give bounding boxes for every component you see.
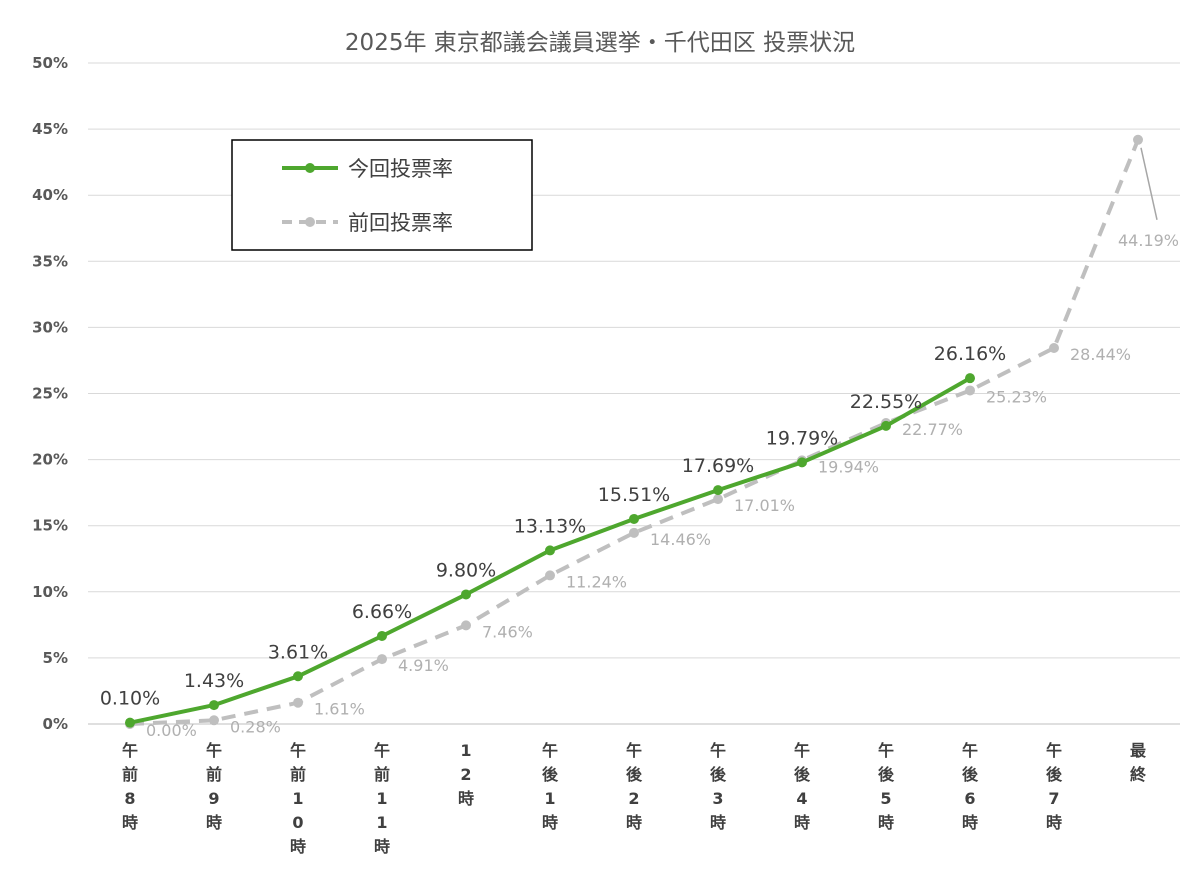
current-turnout-point bbox=[125, 717, 135, 728]
previous-data-label: 22.77% bbox=[902, 420, 963, 439]
previous-data-label: 0.28% bbox=[230, 717, 281, 736]
x-tick-label: 午前 1 1 時 bbox=[374, 741, 390, 856]
x-tick-label: 午後 3 時 bbox=[710, 741, 727, 832]
current-data-label: 3.61% bbox=[268, 641, 328, 663]
previous-data-label: 14.46% bbox=[650, 530, 711, 549]
y-tick-label: 50% bbox=[32, 54, 68, 72]
previous-turnout-point bbox=[965, 385, 975, 396]
previous-data-label: 25.23% bbox=[986, 387, 1047, 406]
current-data-label: 17.69% bbox=[682, 455, 754, 477]
current-data-label: 22.55% bbox=[850, 391, 922, 413]
previous-data-label: 11.24% bbox=[566, 572, 627, 591]
y-tick-label: 10% bbox=[32, 583, 68, 601]
x-tick-label: 午前 1 0 時 bbox=[290, 741, 306, 856]
previous-data-label: 4.91% bbox=[398, 656, 449, 675]
x-tick-label: 午後 6 時 bbox=[962, 741, 979, 832]
previous-turnout-point bbox=[461, 620, 471, 631]
legend-label-current: 今回投票率 bbox=[348, 157, 453, 181]
y-tick-label: 30% bbox=[32, 318, 68, 336]
previous-turnout-point bbox=[713, 494, 723, 505]
legend-marker-current bbox=[305, 163, 315, 173]
previous-data-label: 19.94% bbox=[818, 457, 879, 476]
legend-marker-previous bbox=[305, 217, 315, 227]
x-tick-label: 午後 7 時 bbox=[1046, 741, 1063, 832]
current-turnout-point bbox=[713, 485, 723, 496]
previous-turnout-point bbox=[377, 654, 387, 665]
y-tick-label: 5% bbox=[43, 649, 68, 667]
y-tick-label: 25% bbox=[32, 385, 68, 403]
x-axis: 午前 8 時 午前 9 時 午前 1 0 時 午前 1 1 時 1 2 時 午後 1 時 午後 2 時 午後 3 時 午後 4 時 午後 5… bbox=[122, 741, 1147, 856]
previous-turnout-point bbox=[1049, 343, 1059, 354]
x-tick-label: 午後 5 時 bbox=[878, 741, 895, 832]
y-tick-label: 20% bbox=[32, 451, 68, 469]
current-data-label: 13.13% bbox=[514, 515, 586, 537]
y-tick-label: 0% bbox=[43, 715, 68, 733]
series-layer bbox=[125, 134, 1143, 729]
current-turnout-point bbox=[377, 630, 387, 641]
x-tick-label: 午前 8 時 bbox=[122, 741, 138, 832]
y-tick-label: 40% bbox=[32, 186, 68, 204]
current-turnout-point bbox=[881, 420, 891, 431]
x-tick-label: 午後 4 時 bbox=[794, 741, 811, 832]
legend-label-previous: 前回投票率 bbox=[348, 211, 453, 235]
previous-data-label: 7.46% bbox=[482, 622, 533, 641]
current-data-label: 1.43% bbox=[184, 670, 244, 692]
previous-data-label: 17.01% bbox=[734, 496, 795, 515]
y-tick-label: 15% bbox=[32, 517, 68, 535]
current-turnout-point bbox=[545, 545, 555, 556]
data-labels: 0.10% 1.43% 3.61% 6.66% 9.80% 13.13% 15.51% 17.… bbox=[100, 147, 1179, 740]
current-turnout-point bbox=[293, 671, 303, 682]
current-turnout-point bbox=[461, 589, 471, 600]
y-tick-label: 45% bbox=[32, 120, 68, 138]
previous-turnout-point bbox=[545, 570, 555, 581]
previous-turnout-point bbox=[293, 697, 303, 708]
gridlines bbox=[88, 62, 1180, 725]
y-axis: 0% 5% 10% 15% 20% 25% 30% 35% 40% 45% 50% bbox=[32, 54, 68, 733]
x-tick-label: 午後 2 時 bbox=[626, 741, 643, 832]
current-turnout-point bbox=[209, 700, 219, 711]
previous-turnout-point bbox=[1133, 134, 1143, 145]
current-turnout-point bbox=[797, 457, 807, 468]
current-data-label: 26.16% bbox=[934, 343, 1006, 365]
x-tick-label: 午後 1 時 bbox=[542, 741, 559, 832]
y-tick-label: 35% bbox=[32, 252, 68, 270]
current-turnout-point bbox=[629, 513, 639, 524]
previous-data-label: 28.44% bbox=[1070, 345, 1131, 364]
legend-box bbox=[231, 139, 533, 251]
previous-data-label: 0.00% bbox=[146, 721, 197, 740]
current-data-label: 6.66% bbox=[352, 601, 412, 623]
previous-turnout-point bbox=[209, 715, 219, 726]
x-tick-label: 最終 bbox=[1130, 741, 1147, 784]
previous-turnout-point bbox=[629, 527, 639, 538]
previous-data-label: 1.61% bbox=[314, 700, 365, 719]
current-data-label: 15.51% bbox=[598, 484, 670, 506]
current-data-label: 0.10% bbox=[100, 688, 160, 710]
leader-line bbox=[1140, 147, 1158, 220]
current-turnout-point bbox=[965, 373, 975, 384]
current-data-label: 9.80% bbox=[436, 559, 496, 581]
chart-title: 2025年 東京都議会議員選挙・千代田区 投票状況 bbox=[345, 30, 855, 56]
x-tick-label: 午前 9 時 bbox=[206, 741, 222, 832]
current-data-label: 19.79% bbox=[766, 427, 838, 449]
previous-data-label: 44.19% bbox=[1118, 231, 1179, 250]
